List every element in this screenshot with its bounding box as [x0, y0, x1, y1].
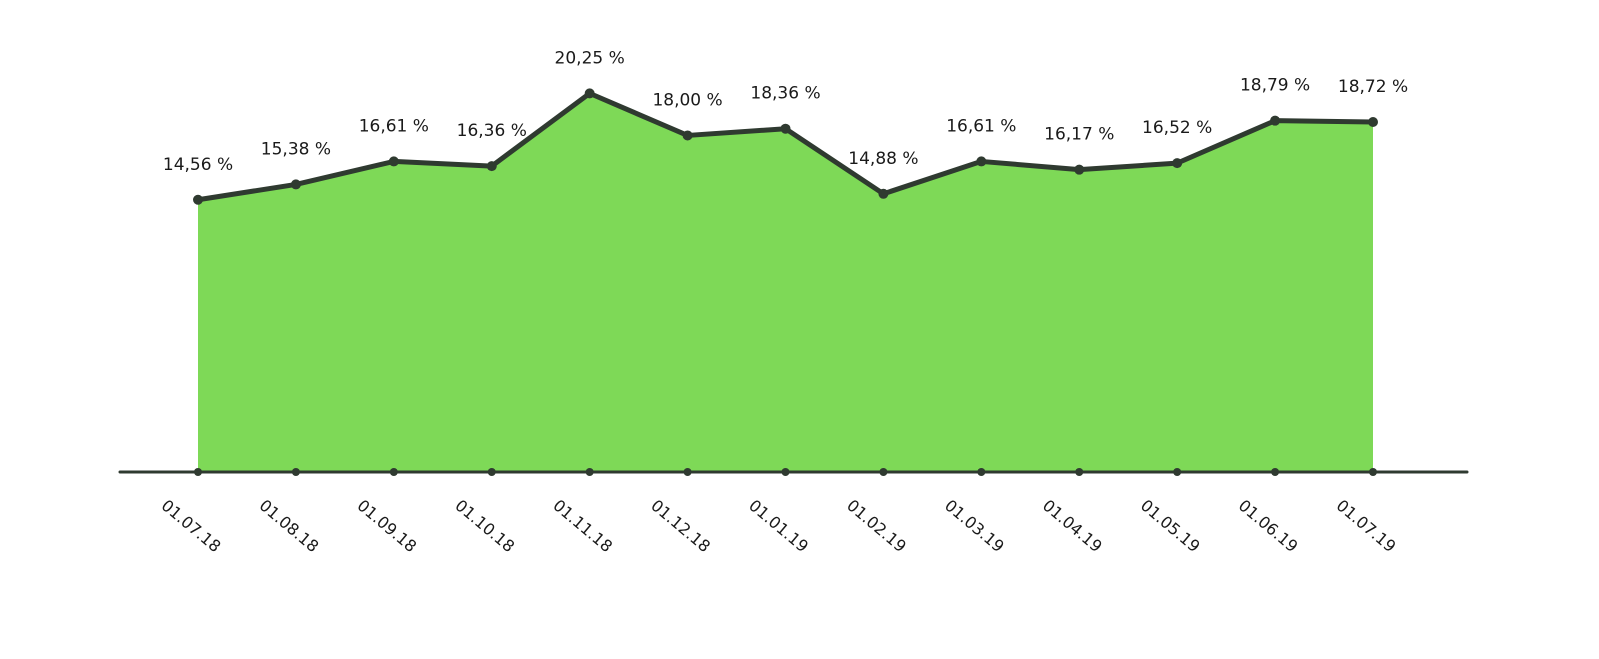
x-tick-label: 01.07.18: [158, 496, 225, 556]
data-label: 16,61 %: [946, 116, 1016, 136]
x-tick-labels: 01.07.18 01.08.18 01.09.18 01.10.18 01.11.18…: [158, 496, 1400, 556]
x-tick-label: 01.11.18: [549, 496, 616, 556]
data-label: 14,56 %: [163, 155, 233, 175]
data-label: 16,52 %: [1142, 118, 1212, 138]
x-tick-label: 01.06.19: [1235, 496, 1302, 556]
x-tick-mark: [879, 468, 888, 476]
data-point: [1172, 158, 1183, 169]
data-point: [1368, 116, 1378, 127]
x-tick-mark: [1271, 468, 1280, 476]
data-label: 15,38 %: [261, 139, 331, 159]
x-tick-label: 01.03.19: [941, 496, 1008, 556]
data-label: 14,88 %: [848, 149, 918, 169]
data-point: [388, 156, 399, 167]
x-tick-mark: [1369, 468, 1377, 476]
x-tick-label: 01.08.18: [256, 496, 323, 556]
data-label: 16,36 %: [457, 121, 527, 141]
data-points: [193, 88, 1378, 205]
x-tick-mark: [1173, 468, 1182, 476]
x-tick-label: 01.04.19: [1039, 496, 1106, 556]
x-tick-mark: [291, 468, 300, 476]
x-tick-mark: [781, 468, 790, 476]
data-label: 18,00 %: [652, 90, 722, 110]
x-tick-label: 01.10.18: [451, 496, 518, 556]
data-point: [780, 123, 791, 134]
data-point: [584, 88, 595, 99]
data-point: [682, 130, 693, 141]
x-tick-mark: [977, 468, 986, 476]
x-tick-mark: [389, 468, 398, 476]
data-point: [486, 161, 497, 172]
data-label: 20,25 %: [555, 48, 625, 68]
x-tick-label: 01.01.19: [745, 496, 812, 556]
data-point: [976, 156, 987, 167]
x-tick-mark: [194, 468, 202, 476]
data-point: [290, 179, 301, 190]
data-label: 18,79 %: [1240, 76, 1310, 96]
data-point: [193, 194, 203, 205]
x-tick-label: 01.07.19: [1333, 496, 1400, 556]
x-tick-mark: [1075, 468, 1084, 476]
data-label: 16,61 %: [359, 116, 429, 136]
x-tick-mark: [683, 468, 692, 476]
x-tick-label: 01.09.18: [354, 496, 421, 556]
area-layer: [198, 93, 1373, 472]
data-label: 18,36 %: [750, 84, 820, 104]
area-fill: [198, 93, 1373, 472]
x-axis: [118, 468, 1469, 476]
x-tick-mark: [585, 468, 594, 476]
data-label: 18,72 %: [1338, 77, 1408, 97]
data-labels: 14,56 % 15,38 % 16,61 % 16,36 % 20,25 % 18,00…: [163, 48, 1408, 174]
data-point: [1074, 164, 1085, 175]
x-tick-label: 01.05.19: [1137, 496, 1204, 556]
data-point: [878, 188, 889, 199]
x-tick-label: 01.12.18: [647, 496, 714, 556]
data-label: 16,17 %: [1044, 125, 1114, 145]
x-tick-label: 01.02.19: [843, 496, 910, 556]
x-tick-mark: [487, 468, 496, 476]
data-point: [1270, 115, 1281, 126]
